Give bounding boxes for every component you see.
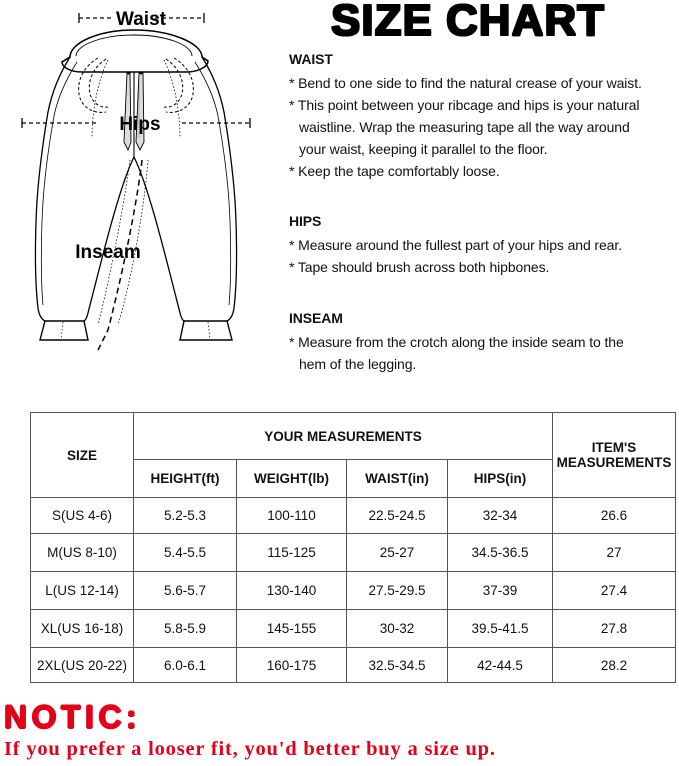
svg-text:Waist: Waist	[116, 9, 167, 30]
svg-text:Inseam: Inseam	[75, 242, 140, 263]
svg-text:Hips: Hips	[119, 114, 160, 135]
